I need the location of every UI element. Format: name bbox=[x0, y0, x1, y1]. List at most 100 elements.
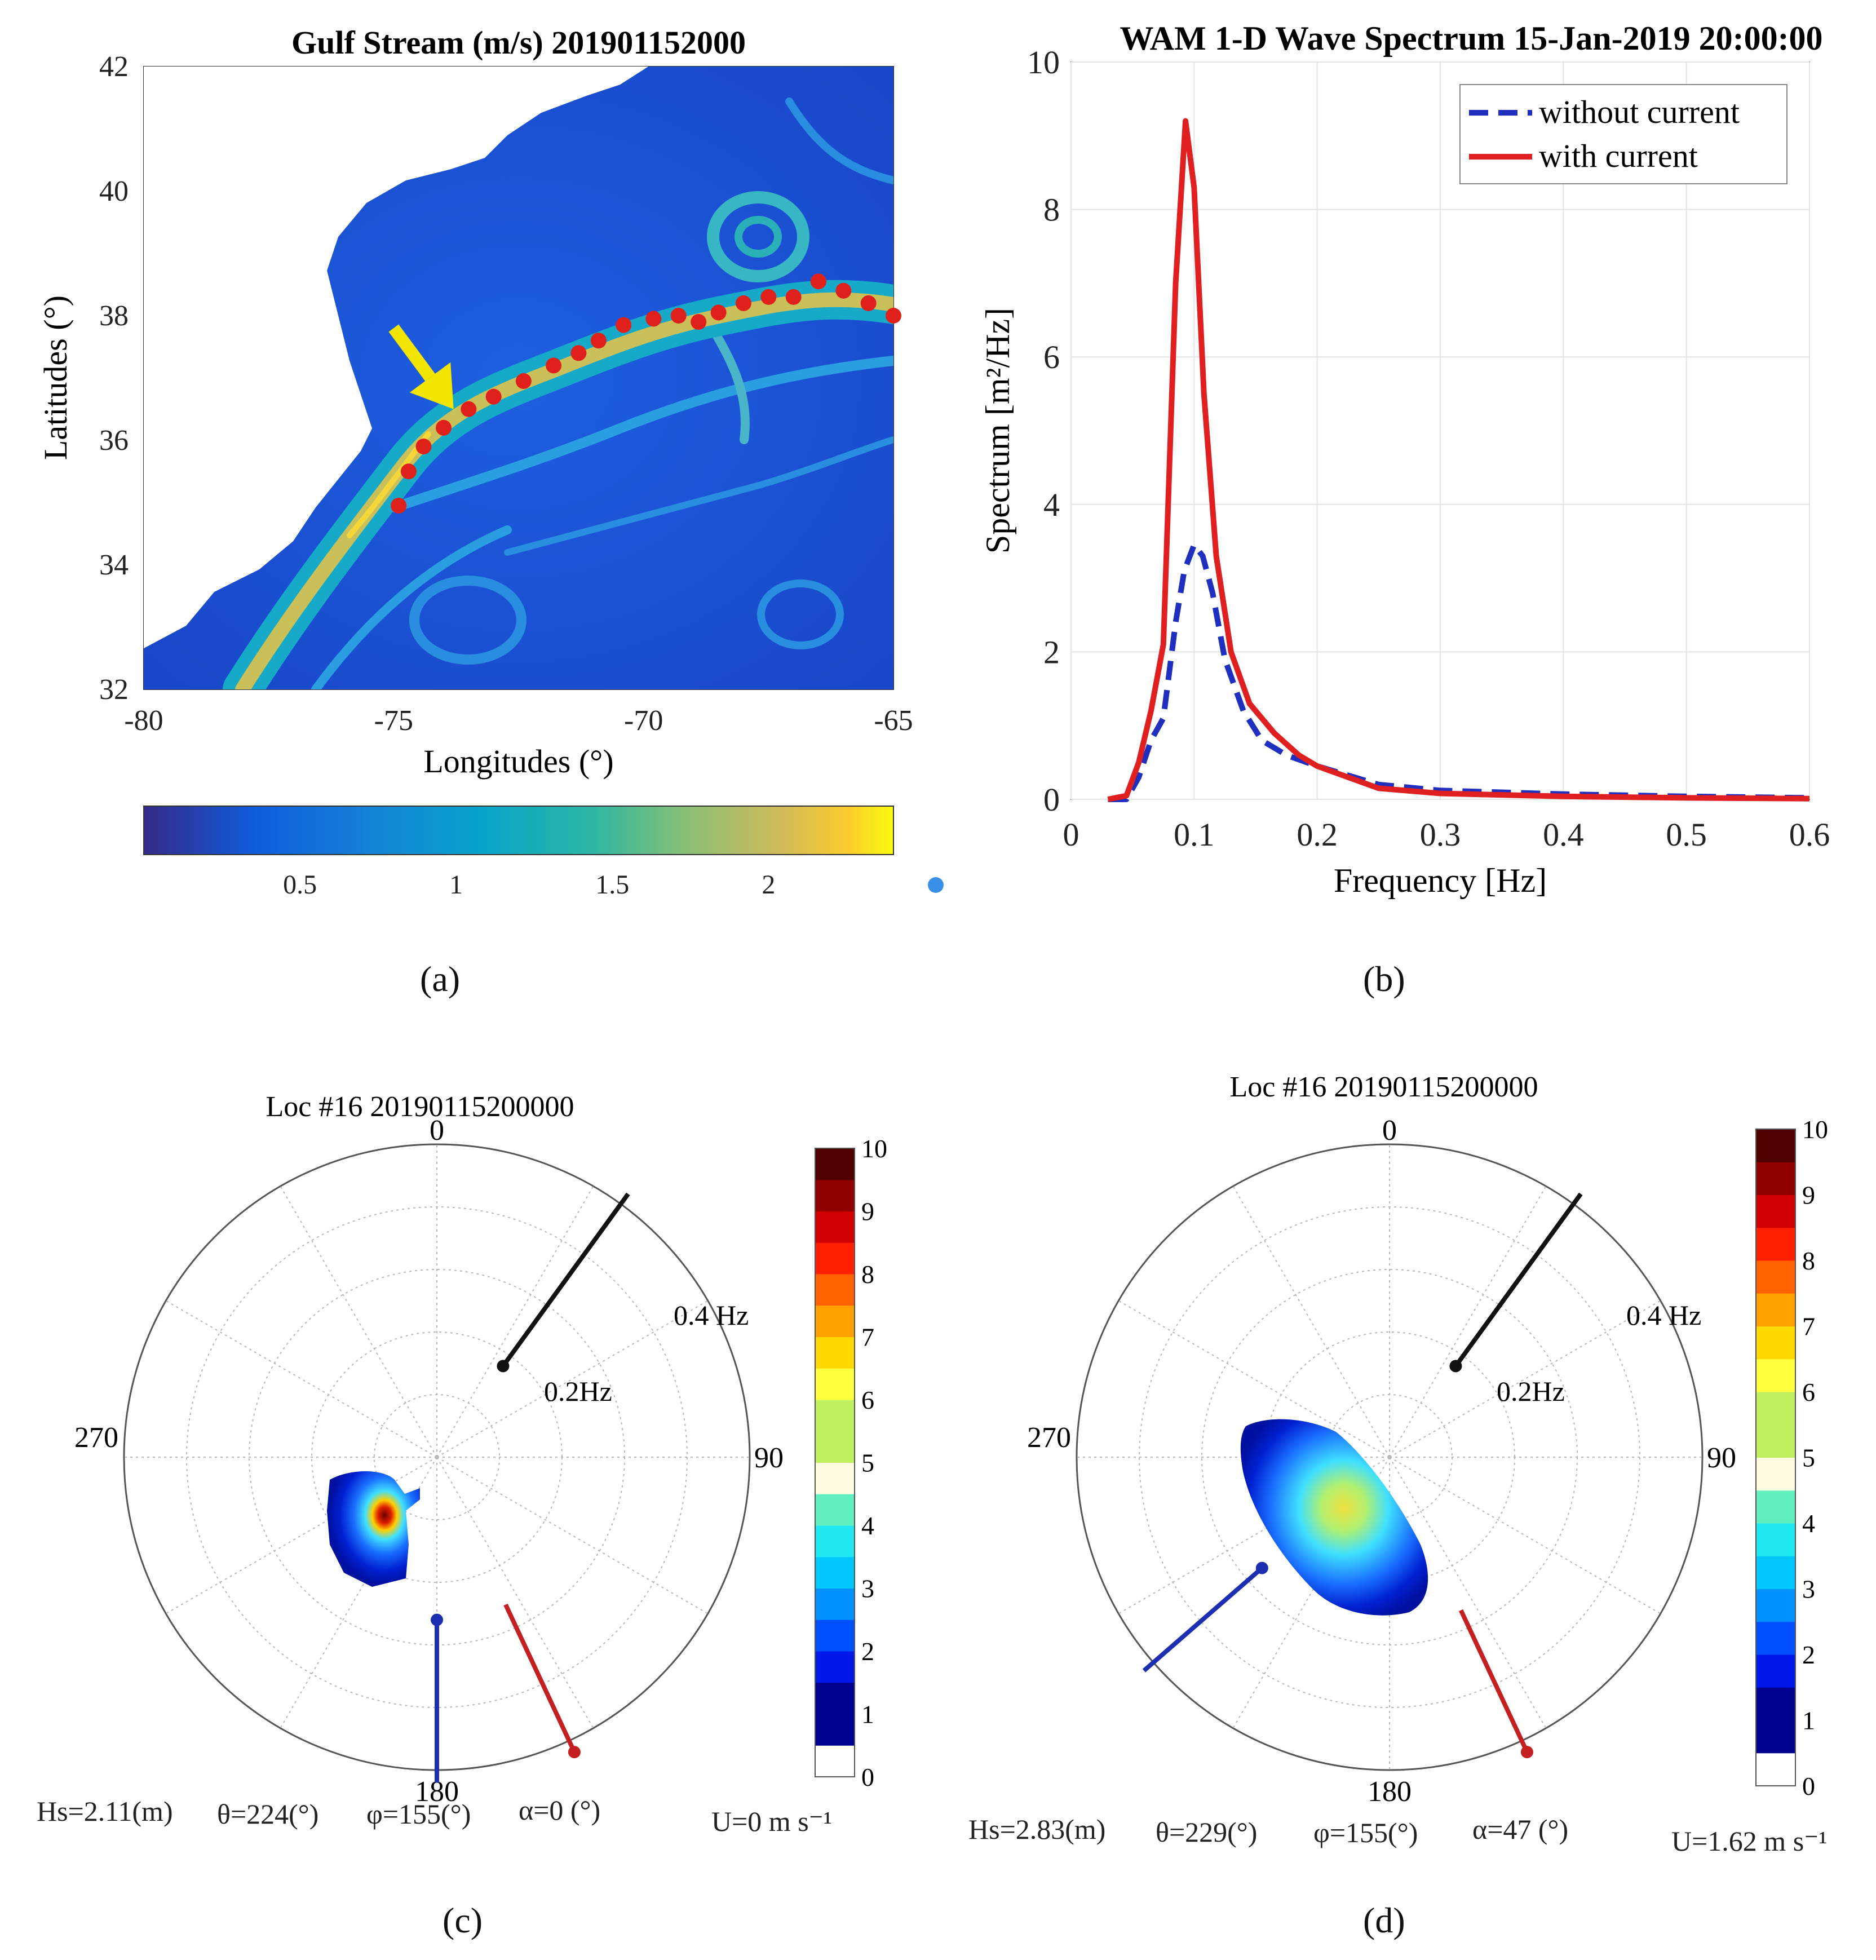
panel-a-map: Gulf Stream (m/s) 201901152000 bbox=[37, 24, 944, 900]
polar-c-colorbar: 0 1 2 3 4 5 6 7 8 9 10 bbox=[815, 1134, 887, 1791]
colorbar-band bbox=[1756, 1194, 1795, 1228]
colorbar-band bbox=[815, 1494, 855, 1526]
direction-line-black bbox=[1454, 1192, 1583, 1368]
map-x-tick: -75 bbox=[374, 705, 413, 737]
colorbar-tick: 7 bbox=[861, 1323, 874, 1352]
colorbar-band bbox=[1756, 1424, 1795, 1458]
stat-u: U=0 m s⁻¹ bbox=[711, 1806, 832, 1837]
colorbar-white-band bbox=[815, 1745, 855, 1777]
front-point bbox=[436, 419, 452, 436]
direction-dot-red bbox=[1520, 1746, 1533, 1759]
map-axis-ticks: -80 -75 -70 -65 32 34 36 38 40 42 bbox=[99, 51, 913, 737]
colorbar-tick: 4 bbox=[861, 1511, 874, 1540]
front-point bbox=[570, 345, 587, 361]
angle-label-180: 180 bbox=[1368, 1776, 1412, 1808]
radius-label-0-4: 0.4 Hz bbox=[674, 1299, 749, 1331]
direction-line-red bbox=[503, 1603, 577, 1753]
spectrum-x-tick: 0.2 bbox=[1297, 816, 1338, 853]
colorbar-band bbox=[1756, 1621, 1795, 1655]
panel-c-polar: Loc #16 20190115200000 0 90 1 8 0 270 0.2Hz 0.4… bbox=[37, 1091, 887, 1837]
polar-spoke bbox=[1389, 1185, 1547, 1458]
colorbar-band bbox=[1756, 1654, 1795, 1688]
spectrum-title: WAM 1-D Wave Spectrum 15-Jan-2019 20:00:… bbox=[1120, 20, 1822, 57]
front-point bbox=[736, 295, 751, 311]
colorbar-band bbox=[815, 1305, 855, 1337]
colorbar-tick: 9 bbox=[1802, 1181, 1815, 1210]
polar-d-grid: 0 90 180 270 0.2Hz 0.4 Hz bbox=[1027, 1114, 1736, 1808]
spectrum-legend: without current with current bbox=[1459, 84, 1787, 184]
colorbar-tick: 9 bbox=[861, 1197, 874, 1226]
panel-label-a: (a) bbox=[420, 959, 461, 999]
angle-label-270: 270 bbox=[1027, 1422, 1071, 1454]
colorbar-band bbox=[1756, 1556, 1795, 1589]
spectrum-y-tick: 8 bbox=[1043, 192, 1060, 228]
legend-label-with-current: with current bbox=[1539, 138, 1698, 174]
colorbar-band bbox=[1756, 1129, 1795, 1162]
colorbar-band bbox=[815, 1651, 855, 1683]
polar-spoke bbox=[1389, 1300, 1661, 1458]
colorbar-band bbox=[815, 1274, 855, 1306]
colorbar-band bbox=[815, 1462, 855, 1494]
front-point bbox=[400, 463, 417, 480]
colorbar-band bbox=[815, 1179, 855, 1211]
radius-label-0-2: 0.2Hz bbox=[544, 1375, 612, 1407]
front-point bbox=[785, 289, 802, 305]
map-x-tick: -80 bbox=[124, 705, 163, 737]
colorbar-band bbox=[1756, 1523, 1795, 1556]
map-colorbar bbox=[143, 806, 894, 855]
angle-label-90: 90 bbox=[1707, 1442, 1736, 1474]
colorbar-tick: 4 bbox=[1802, 1509, 1815, 1538]
direction-line-red bbox=[1459, 1609, 1529, 1753]
polar-c-title: Loc #16 20190115200000 bbox=[266, 1091, 574, 1123]
stat-phi: φ=155(°) bbox=[1313, 1817, 1418, 1848]
colorbar-tick: 10 bbox=[861, 1134, 887, 1163]
map-land bbox=[144, 67, 648, 648]
colorbar-frame bbox=[1755, 1129, 1796, 1786]
colorbar-band bbox=[1756, 1490, 1795, 1524]
front-point bbox=[835, 282, 852, 299]
polar-d-colorbar: 0 1 2 3 4 5 6 7 8 9 10 bbox=[1755, 1115, 1828, 1800]
colorbar-band bbox=[1756, 1720, 1795, 1754]
polar-outer-ring bbox=[1076, 1143, 1704, 1771]
front-point bbox=[415, 439, 432, 455]
stat-phi: φ=155(°) bbox=[366, 1798, 471, 1830]
colorbar-band bbox=[1756, 1293, 1795, 1326]
colorbar-band bbox=[815, 1620, 855, 1652]
stat-u: U=1.62 m s⁻¹ bbox=[1671, 1825, 1828, 1857]
stat-alpha: α=47 (°) bbox=[1472, 1813, 1568, 1845]
colorbar-band bbox=[1756, 1162, 1795, 1195]
front-point bbox=[485, 388, 502, 405]
radius-label-0-4: 0.4 Hz bbox=[1626, 1299, 1701, 1331]
front-point bbox=[590, 333, 607, 349]
front-point bbox=[710, 304, 727, 321]
spectrum-y-tick: 4 bbox=[1043, 486, 1060, 523]
colorbar-tick: 6 bbox=[861, 1386, 874, 1414]
colorbar-band bbox=[815, 1525, 855, 1558]
map-y-tick: 40 bbox=[99, 175, 129, 207]
colorbar-white-band bbox=[1756, 1753, 1795, 1786]
spectrum-y-tick: 2 bbox=[1043, 634, 1060, 670]
colorbar-tick: 3 bbox=[861, 1574, 874, 1603]
colorbar-tick: 1 bbox=[861, 1700, 874, 1729]
map-x-tick: -65 bbox=[874, 705, 913, 737]
stat-theta: θ=224(°) bbox=[217, 1798, 318, 1830]
polar-c-direction-lines bbox=[431, 1192, 630, 1783]
colorbar-tick: 7 bbox=[1802, 1312, 1815, 1341]
colorbar-band bbox=[1756, 1392, 1795, 1425]
polar-spoke bbox=[1389, 1457, 1547, 1729]
stat-hs: Hs=2.11(m) bbox=[37, 1795, 173, 1827]
map-colorbar-tick: 0.5 bbox=[283, 870, 317, 900]
direction-line-black bbox=[501, 1192, 630, 1368]
polar-spoke bbox=[436, 1185, 594, 1458]
direction-dot-black bbox=[1449, 1360, 1462, 1373]
spectrum-axis-ticks: 0 0.1 0.2 0.3 0.4 0.5 0.6 0 2 4 6 8 10 bbox=[1027, 44, 1830, 853]
polar-d-spectrum-blob bbox=[1240, 1419, 1428, 1616]
front-point bbox=[691, 314, 707, 330]
colorbar-band bbox=[815, 1211, 855, 1243]
front-point bbox=[645, 311, 662, 327]
series-line-without-current bbox=[1108, 542, 1810, 802]
colorbar-tick: 5 bbox=[861, 1449, 874, 1477]
colorbar-tick: 8 bbox=[1802, 1246, 1815, 1275]
front-point bbox=[811, 273, 826, 290]
spectrum-y-tick: 10 bbox=[1027, 44, 1060, 81]
